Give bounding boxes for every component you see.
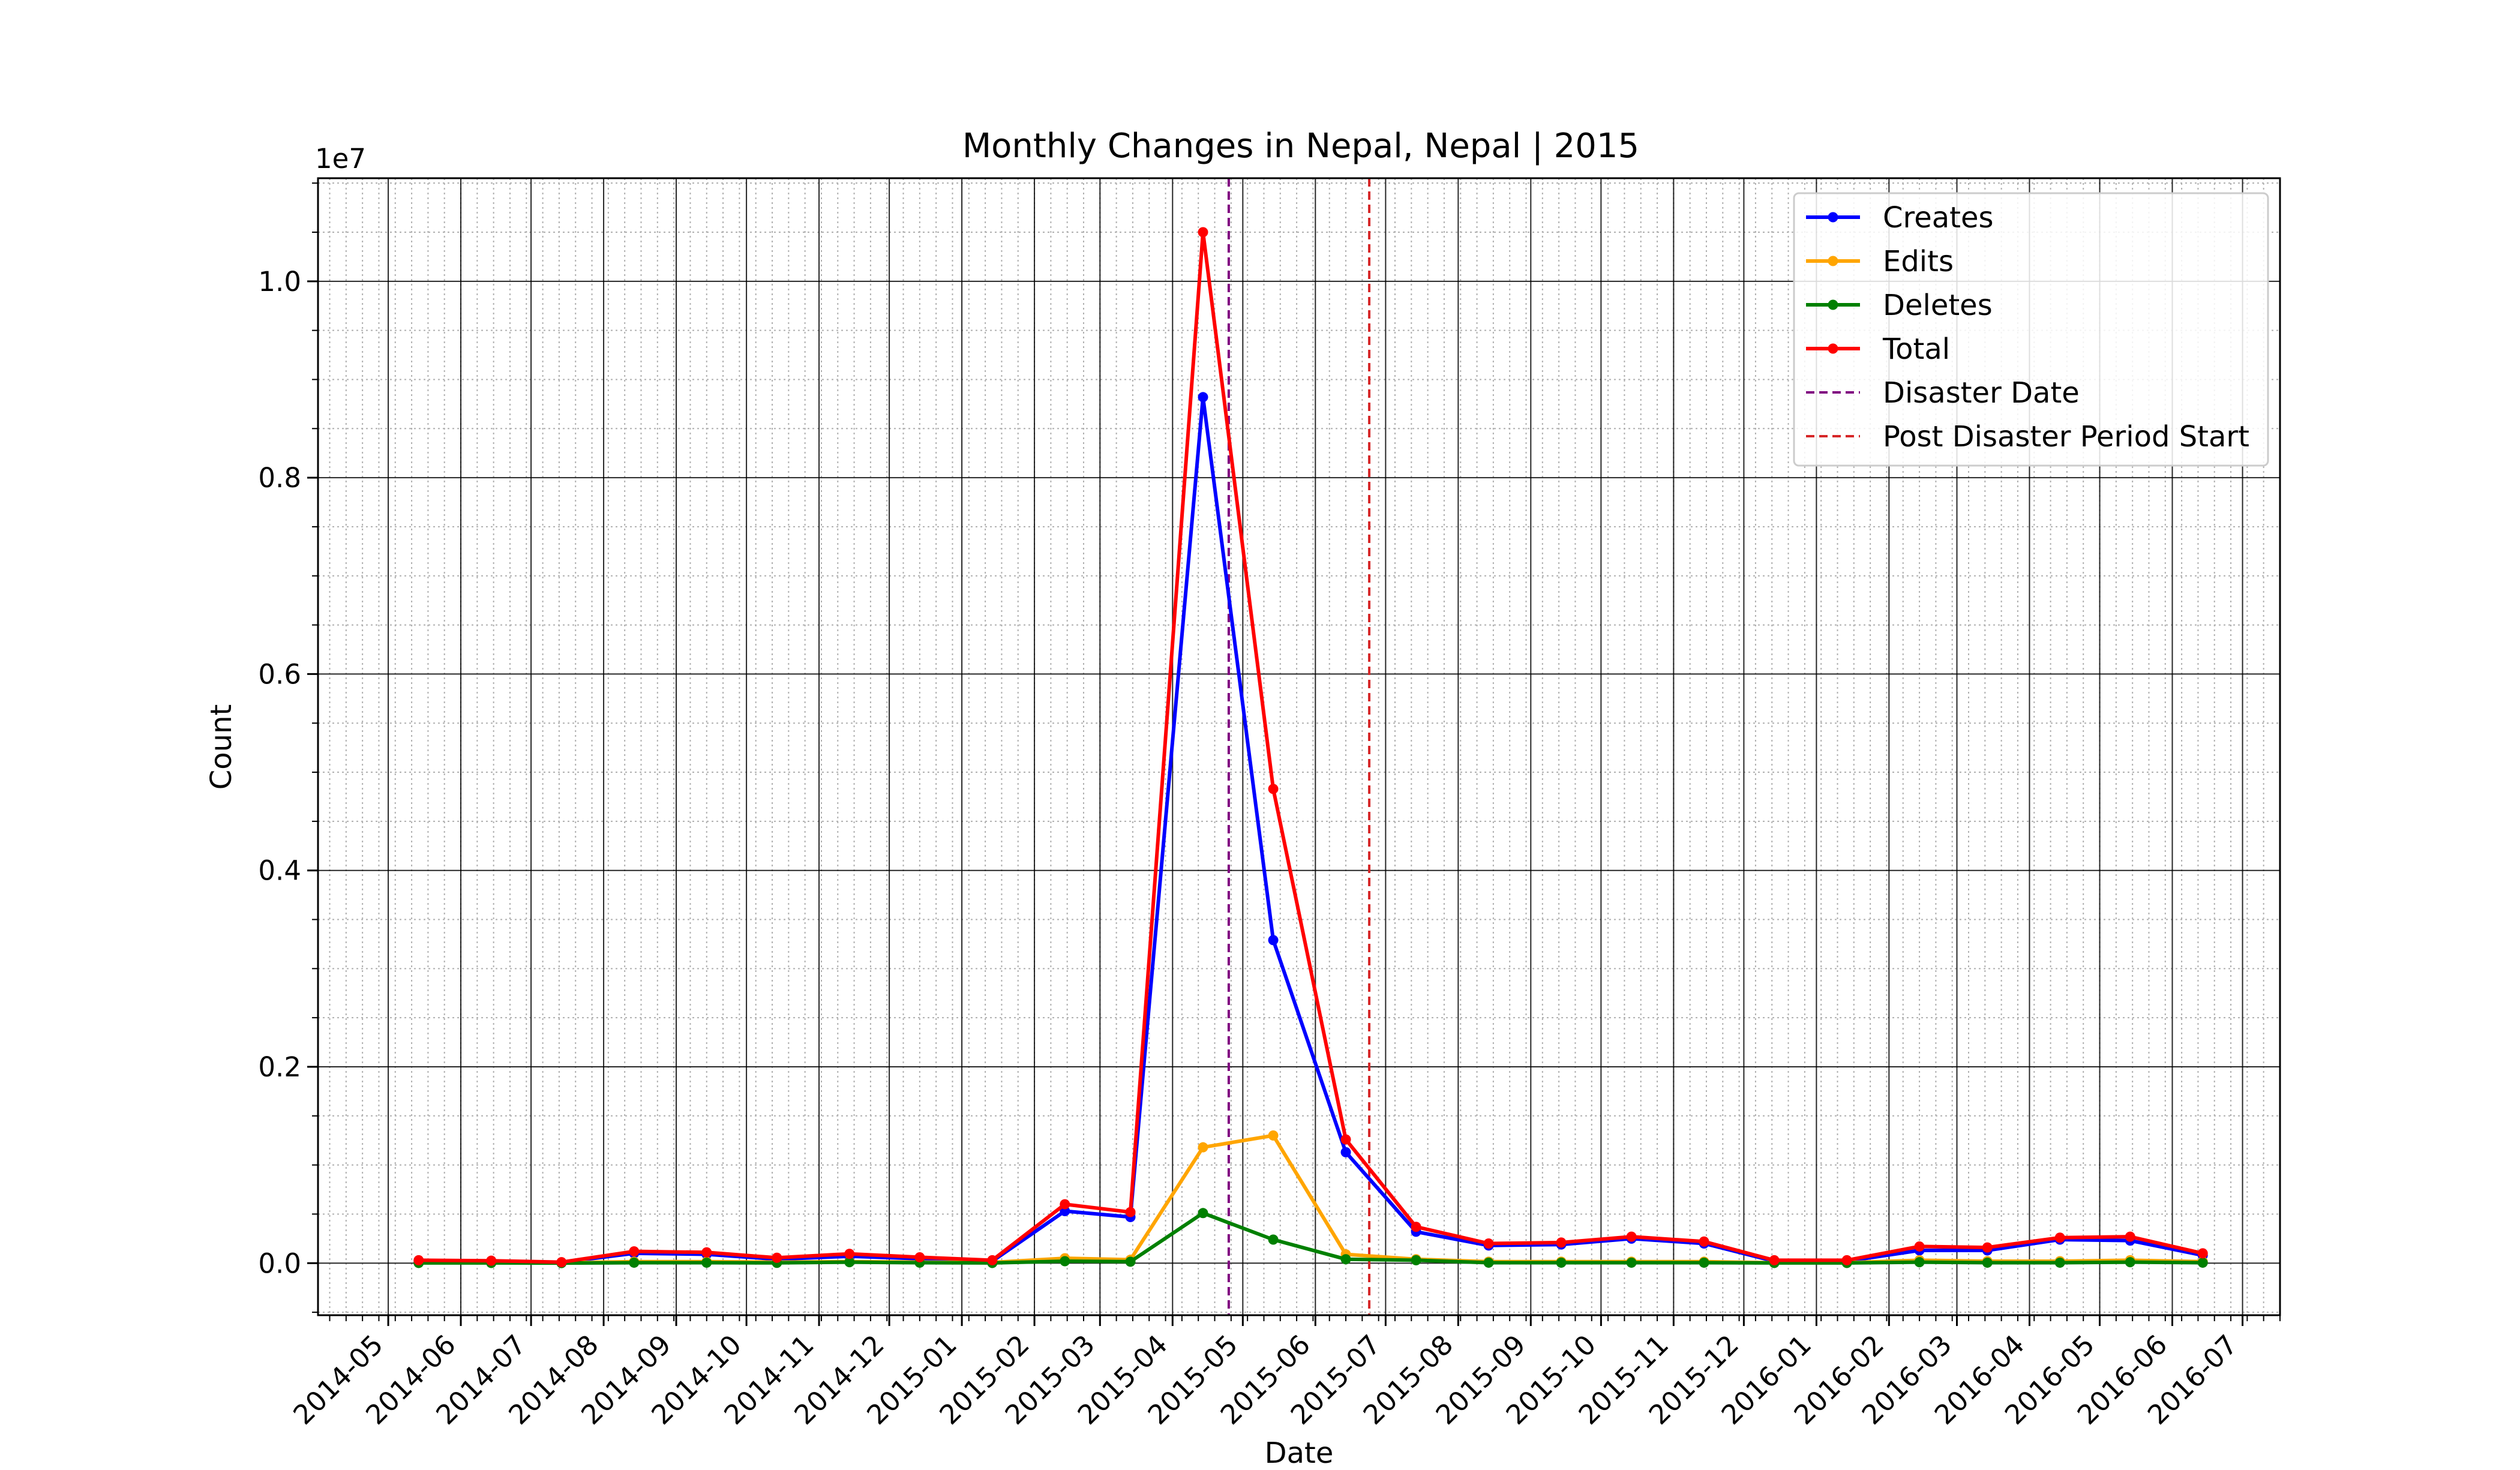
data-point-total — [629, 1246, 640, 1257]
data-point-total — [1340, 1134, 1351, 1145]
legend: Creates Edits Deletes Total Disaster Date Pos… — [1793, 192, 2269, 467]
series-line-deletes — [418, 1211, 2203, 1265]
series-group — [413, 227, 2208, 1268]
data-point-total — [2197, 1248, 2208, 1259]
data-point-deletes — [1411, 1255, 1421, 1265]
y-tick-label: 0.0 — [258, 1247, 301, 1279]
data-point-deletes — [1626, 1257, 1637, 1268]
legend-marker-edits — [1828, 256, 1838, 266]
legend-label-deletes: Deletes — [1883, 289, 1993, 322]
data-point-total — [1841, 1255, 1852, 1265]
data-point-edits — [1268, 1130, 1279, 1141]
series-line-total — [418, 230, 2203, 1264]
data-point-deletes — [1483, 1257, 1494, 1268]
data-point-deletes — [1914, 1257, 1925, 1268]
data-point-total — [844, 1249, 855, 1259]
data-point-total — [914, 1252, 925, 1262]
y-tick-label: 0.8 — [258, 462, 301, 494]
legend-label-post-disaster-period-start: Post Disaster Period Start — [1883, 420, 2249, 454]
data-point-total — [701, 1247, 712, 1258]
data-point-total — [1060, 1199, 1070, 1210]
data-point-deletes — [629, 1257, 640, 1268]
data-point-total — [1125, 1207, 1136, 1217]
data-point-creates — [1198, 392, 1208, 403]
y-tick-label: 0.4 — [258, 855, 301, 887]
series-line-creates — [418, 395, 2203, 1264]
data-point-total — [1769, 1255, 1780, 1265]
data-point-edits — [1198, 1142, 1208, 1153]
data-point-total — [1198, 227, 1208, 238]
data-point-total — [1914, 1241, 1925, 1252]
data-point-total — [1699, 1236, 1709, 1247]
data-point-deletes — [701, 1257, 712, 1268]
data-point-creates — [1268, 935, 1279, 946]
y-tick-label: 0.6 — [258, 658, 301, 690]
legend-marker-total — [1828, 343, 1838, 354]
legend-label-creates: Creates — [1883, 201, 1994, 235]
data-point-total — [486, 1255, 497, 1266]
data-point-deletes — [844, 1257, 855, 1268]
data-point-total — [413, 1255, 424, 1265]
y-axis-offset-label: 1e7 — [315, 143, 366, 175]
data-point-deletes — [1060, 1256, 1070, 1267]
data-point-deletes — [1340, 1254, 1351, 1265]
data-point-total — [1268, 784, 1279, 794]
legend-box — [1793, 192, 2269, 467]
x-axis-label: Date — [1265, 1436, 1334, 1470]
data-point-deletes — [1699, 1257, 1709, 1268]
data-point-deletes — [2125, 1257, 2135, 1268]
data-point-deletes — [2054, 1257, 2065, 1268]
legend-label-disaster-date: Disaster Date — [1883, 376, 2080, 410]
data-point-total — [1556, 1237, 1567, 1248]
data-point-deletes — [1125, 1256, 1136, 1267]
chart-title: Monthly Changes in Nepal, Nepal | 2015 — [962, 127, 1639, 166]
y-tick-label: 0.2 — [258, 1051, 301, 1083]
data-point-total — [772, 1252, 782, 1263]
data-point-deletes — [1268, 1234, 1279, 1245]
data-point-total — [1982, 1242, 1993, 1253]
reference-lines — [1227, 178, 1371, 1315]
data-point-total — [556, 1257, 567, 1268]
plot-frame — [317, 177, 2281, 1316]
legend-label-total: Total — [1882, 332, 1950, 366]
data-point-total — [2125, 1231, 2135, 1242]
minor-grid — [318, 178, 2281, 1315]
data-point-deletes — [2197, 1257, 2208, 1268]
data-point-total — [1411, 1222, 1421, 1232]
y-axis: 0.0 0.2 0.4 0.6 0.8 1.0 — [258, 182, 318, 1313]
data-point-deletes — [1198, 1208, 1208, 1219]
legend-marker-creates — [1828, 212, 1838, 223]
y-tick-label: 1.0 — [258, 266, 301, 298]
legend-label-edits: Edits — [1883, 245, 1954, 278]
y-axis-label: Count — [205, 704, 238, 790]
major-grid — [318, 178, 2280, 1315]
data-point-total — [2054, 1232, 2065, 1243]
legend-marker-deletes — [1828, 299, 1838, 310]
data-point-total — [987, 1255, 998, 1265]
data-point-creates — [1340, 1147, 1351, 1157]
data-point-total — [1483, 1238, 1494, 1249]
data-point-total — [1626, 1231, 1637, 1242]
data-point-deletes — [1982, 1257, 1993, 1268]
data-point-deletes — [1556, 1257, 1567, 1268]
